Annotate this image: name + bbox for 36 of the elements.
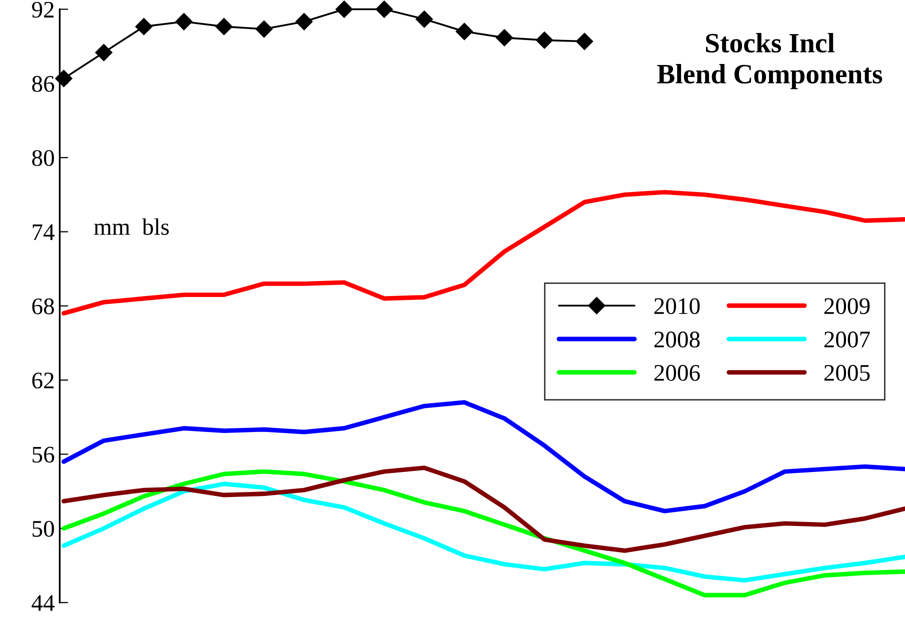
point — [456, 22, 473, 40]
legend-label: 2008 — [654, 332, 700, 348]
point — [536, 32, 554, 49]
point — [135, 18, 152, 36]
line-series — [62, 482, 905, 583]
legend-label: 2005 — [824, 364, 870, 381]
point — [296, 13, 313, 30]
point — [576, 32, 594, 50]
line-series — [62, 466, 905, 553]
legend-label: 2010 — [654, 298, 700, 314]
legend-label: 2007 — [824, 332, 870, 348]
line-series — [62, 190, 905, 316]
y-tick-label: 62 — [32, 372, 54, 388]
y-tick-label: 50 — [32, 520, 54, 537]
point — [255, 20, 273, 38]
annotation: mm bls — [94, 218, 169, 235]
point — [496, 29, 513, 46]
point — [175, 13, 192, 30]
point — [215, 18, 233, 36]
point — [95, 44, 112, 62]
line-series — [62, 469, 905, 598]
point — [55, 70, 72, 88]
y-tick-label: 68 — [32, 298, 54, 314]
y-tick-label: 80 — [32, 150, 54, 166]
point — [376, 0, 393, 18]
text: Stocks Incl Blend Components — [657, 33, 882, 90]
line-series — [62, 400, 905, 514]
y-tick-label: 74 — [32, 224, 54, 240]
y-tick-label: 86 — [32, 76, 54, 92]
legend-label: 2006 — [654, 364, 700, 381]
point — [336, 0, 353, 18]
point — [416, 10, 433, 28]
y-tick-label: 56 — [32, 446, 54, 463]
y-tick-label: 44 — [32, 595, 54, 611]
y-tick-label: 92 — [32, 2, 54, 18]
legend-label: 2009 — [824, 298, 870, 314]
